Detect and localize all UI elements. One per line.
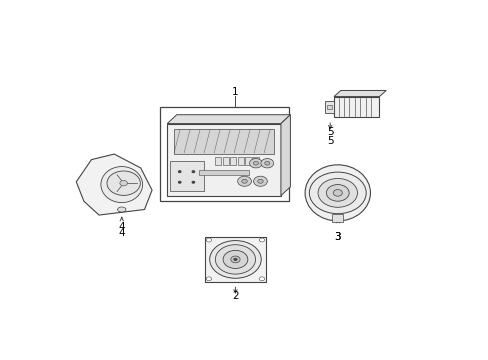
Circle shape — [249, 158, 262, 168]
Circle shape — [253, 161, 258, 165]
Text: 4: 4 — [118, 222, 125, 232]
Circle shape — [326, 185, 348, 201]
Ellipse shape — [117, 207, 126, 212]
Bar — [332, 214, 343, 221]
Circle shape — [264, 161, 269, 165]
Bar — [215, 157, 221, 165]
Circle shape — [120, 180, 127, 186]
Circle shape — [178, 181, 181, 183]
Text: 2: 2 — [232, 291, 238, 301]
Bar — [245, 157, 251, 165]
Circle shape — [317, 179, 357, 207]
Circle shape — [237, 176, 251, 186]
Polygon shape — [333, 96, 379, 117]
Text: 3: 3 — [334, 232, 341, 242]
Circle shape — [209, 240, 261, 278]
Circle shape — [241, 179, 247, 183]
Bar — [205, 237, 265, 282]
Text: 5: 5 — [326, 136, 333, 146]
Circle shape — [253, 176, 267, 186]
Bar — [199, 170, 248, 175]
Bar — [324, 101, 333, 113]
Text: 4: 4 — [118, 228, 125, 238]
Bar — [169, 161, 203, 191]
Bar — [174, 129, 274, 154]
Ellipse shape — [101, 167, 142, 203]
Circle shape — [192, 181, 194, 183]
Circle shape — [206, 238, 211, 242]
Bar — [222, 157, 228, 165]
Text: 3: 3 — [334, 232, 341, 242]
Polygon shape — [76, 154, 152, 215]
Bar — [230, 157, 236, 165]
Circle shape — [230, 256, 240, 263]
Circle shape — [259, 238, 264, 242]
Circle shape — [215, 245, 255, 274]
Bar — [237, 157, 244, 165]
Text: 5: 5 — [326, 127, 333, 137]
Circle shape — [259, 277, 264, 281]
Polygon shape — [167, 115, 290, 123]
Circle shape — [261, 158, 273, 168]
Bar — [167, 123, 280, 196]
Circle shape — [107, 171, 140, 195]
Ellipse shape — [305, 165, 370, 221]
Circle shape — [332, 190, 342, 196]
Polygon shape — [280, 115, 290, 196]
Circle shape — [223, 250, 247, 269]
Circle shape — [206, 277, 211, 281]
Bar — [253, 157, 259, 165]
Circle shape — [233, 258, 237, 261]
Bar — [159, 107, 288, 201]
Circle shape — [257, 179, 263, 183]
Polygon shape — [333, 90, 386, 96]
Circle shape — [309, 172, 366, 214]
Bar — [326, 105, 331, 109]
Circle shape — [192, 171, 194, 172]
Text: 1: 1 — [232, 87, 238, 97]
Circle shape — [178, 171, 181, 172]
